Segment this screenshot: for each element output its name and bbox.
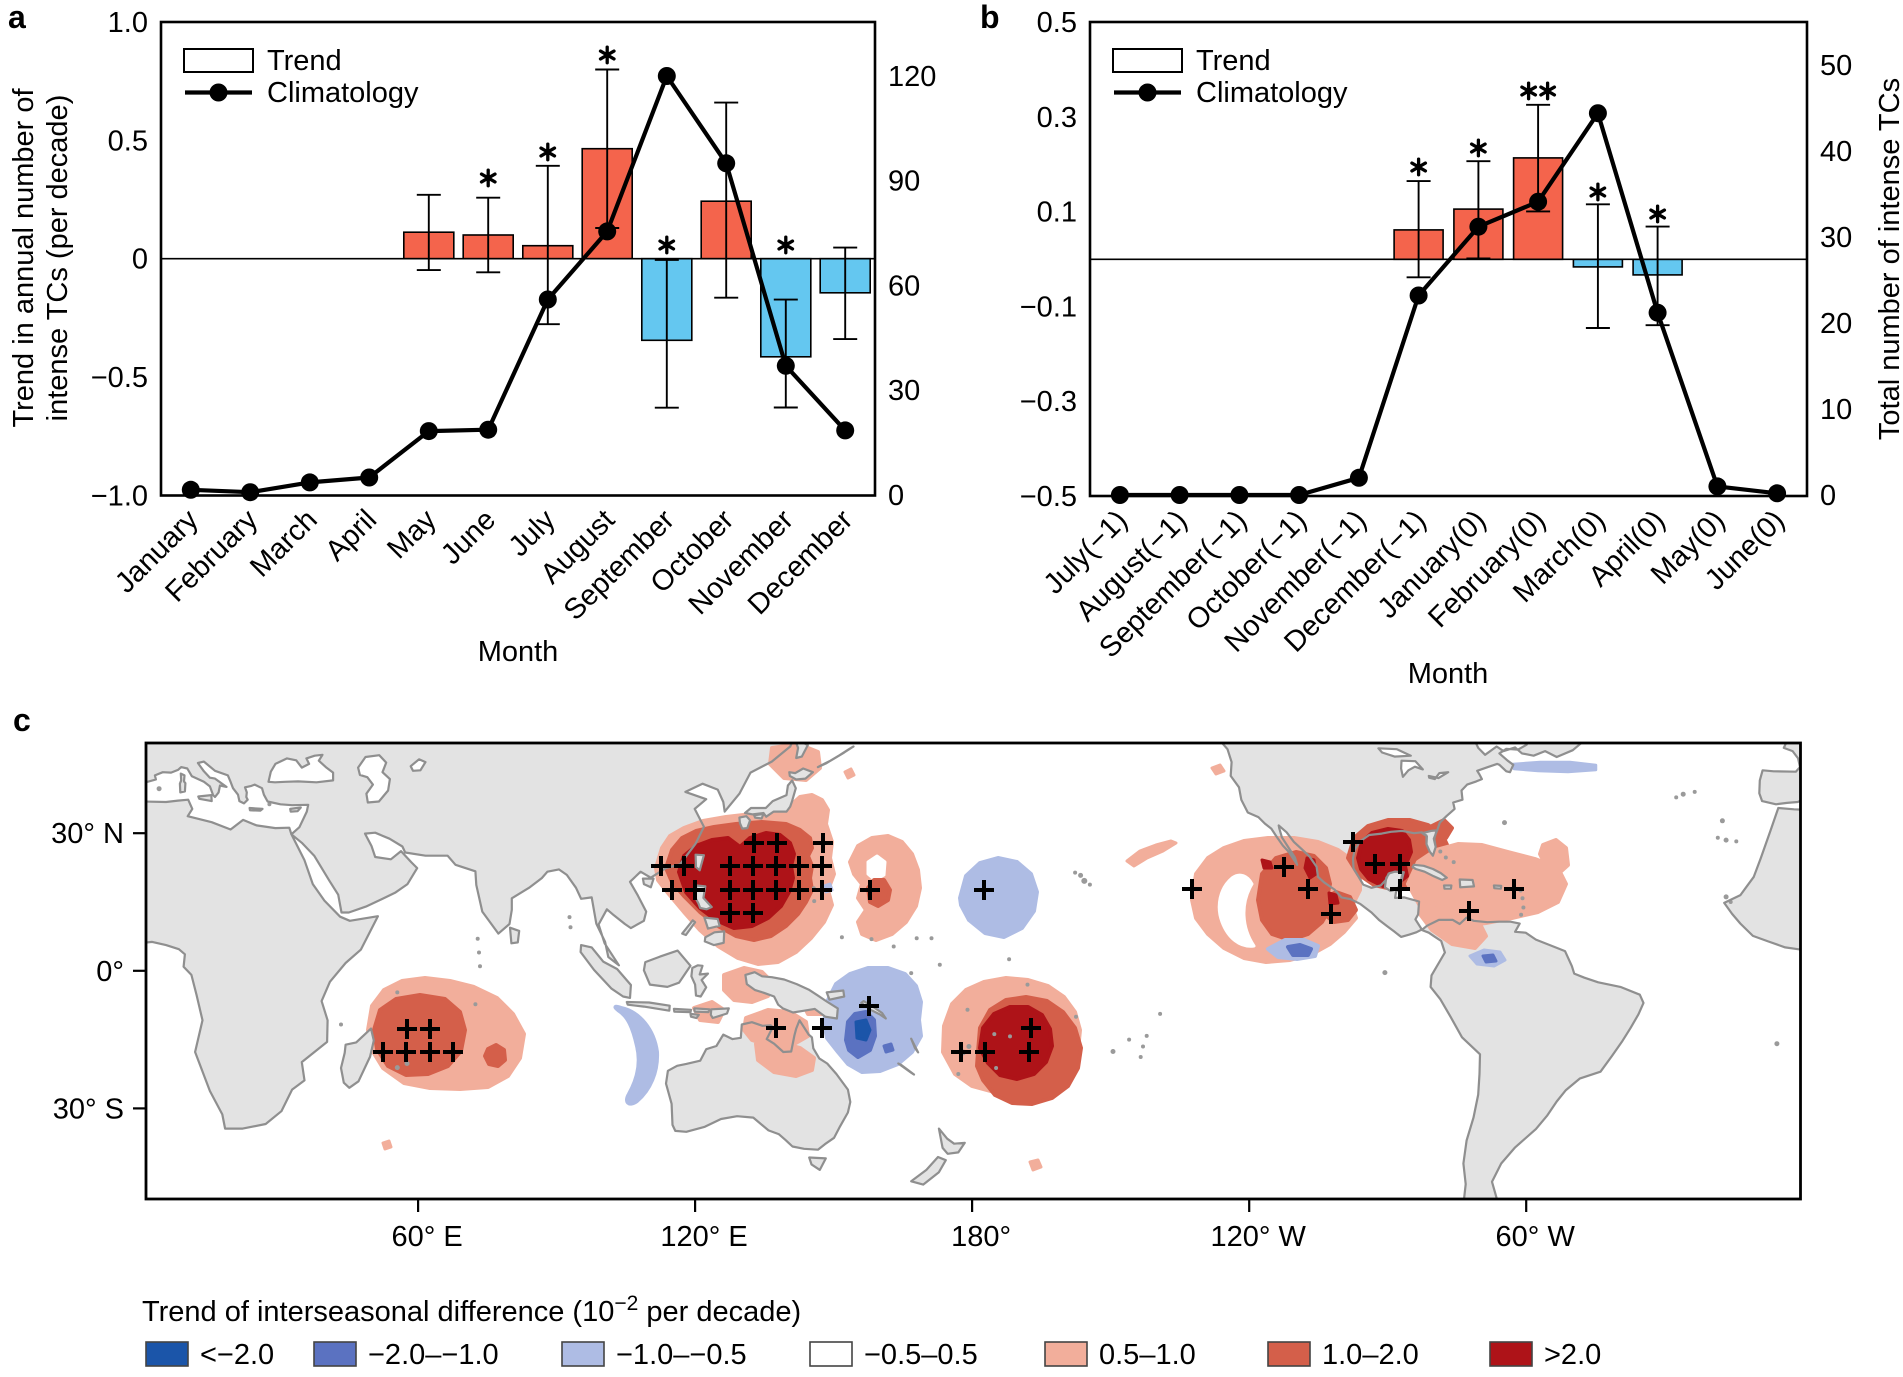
svg-text:Trend of interseasonal differe: Trend of interseasonal difference (10−2 … (142, 1292, 801, 1328)
svg-text:60: 60 (888, 271, 920, 303)
svg-text:0: 0 (888, 480, 904, 512)
svg-text:0.3: 0.3 (1037, 102, 1077, 134)
svg-text:>2.0: >2.0 (1544, 1339, 1601, 1371)
svg-text:June: June (435, 504, 502, 571)
svg-text:20: 20 (1820, 308, 1852, 340)
svg-text:−0.5–0.5: −0.5–0.5 (864, 1339, 978, 1371)
svg-text:<−2.0: <−2.0 (200, 1339, 274, 1371)
svg-text:50: 50 (1820, 50, 1852, 82)
svg-text:intense TCs (per decade): intense TCs (per decade) (42, 95, 74, 422)
svg-text:0: 0 (1820, 480, 1836, 512)
svg-text:March: March (244, 504, 324, 584)
svg-text:120: 120 (888, 61, 936, 93)
svg-text:−0.1: −0.1 (1020, 291, 1077, 323)
svg-text:120° W: 120° W (1210, 1221, 1306, 1253)
svg-text:−0.5: −0.5 (91, 362, 148, 394)
svg-text:Trend: Trend (267, 45, 342, 77)
svg-text:Month: Month (478, 636, 559, 668)
svg-text:0.5–1.0: 0.5–1.0 (1099, 1339, 1196, 1371)
svg-text:May: May (381, 503, 443, 565)
svg-text:Trend: Trend (1196, 45, 1271, 77)
svg-text:b: b (980, 0, 1000, 35)
svg-text:Climatology: Climatology (1196, 77, 1348, 109)
svg-text:−2.0–−1.0: −2.0–−1.0 (368, 1339, 499, 1371)
svg-text:60° E: 60° E (391, 1221, 462, 1253)
svg-text:1.0: 1.0 (108, 7, 148, 39)
svg-text:30: 30 (1820, 222, 1852, 254)
svg-text:1.0–2.0: 1.0–2.0 (1322, 1339, 1419, 1371)
svg-text:April: April (319, 504, 383, 568)
svg-text:30° N: 30° N (51, 818, 124, 850)
svg-text:40: 40 (1820, 136, 1852, 168)
svg-text:Month: Month (1408, 658, 1489, 690)
svg-text:−0.3: −0.3 (1020, 386, 1077, 418)
svg-text:180°: 180° (951, 1221, 1011, 1253)
svg-text:−0.5: −0.5 (1020, 481, 1077, 513)
svg-text:90: 90 (888, 166, 920, 198)
svg-text:−1.0–−0.5: −1.0–−0.5 (616, 1339, 747, 1371)
svg-text:Trend in annual number of: Trend in annual number of (8, 88, 40, 428)
svg-text:10: 10 (1820, 394, 1852, 426)
svg-text:a: a (8, 0, 26, 35)
svg-text:120° E: 120° E (660, 1221, 747, 1253)
svg-text:Total number of intense TCs: Total number of intense TCs (1874, 78, 1903, 440)
svg-text:c: c (13, 702, 31, 738)
svg-text:30: 30 (888, 375, 920, 407)
svg-text:0°: 0° (96, 956, 124, 988)
svg-text:0: 0 (132, 244, 148, 276)
svg-text:30° S: 30° S (53, 1093, 124, 1125)
svg-text:0.5: 0.5 (108, 125, 148, 157)
svg-text:Climatology: Climatology (267, 77, 419, 109)
svg-text:0.5: 0.5 (1037, 7, 1077, 39)
svg-text:60° W: 60° W (1496, 1221, 1576, 1253)
svg-text:−1.0: −1.0 (91, 481, 148, 513)
svg-text:0.1: 0.1 (1037, 197, 1077, 229)
